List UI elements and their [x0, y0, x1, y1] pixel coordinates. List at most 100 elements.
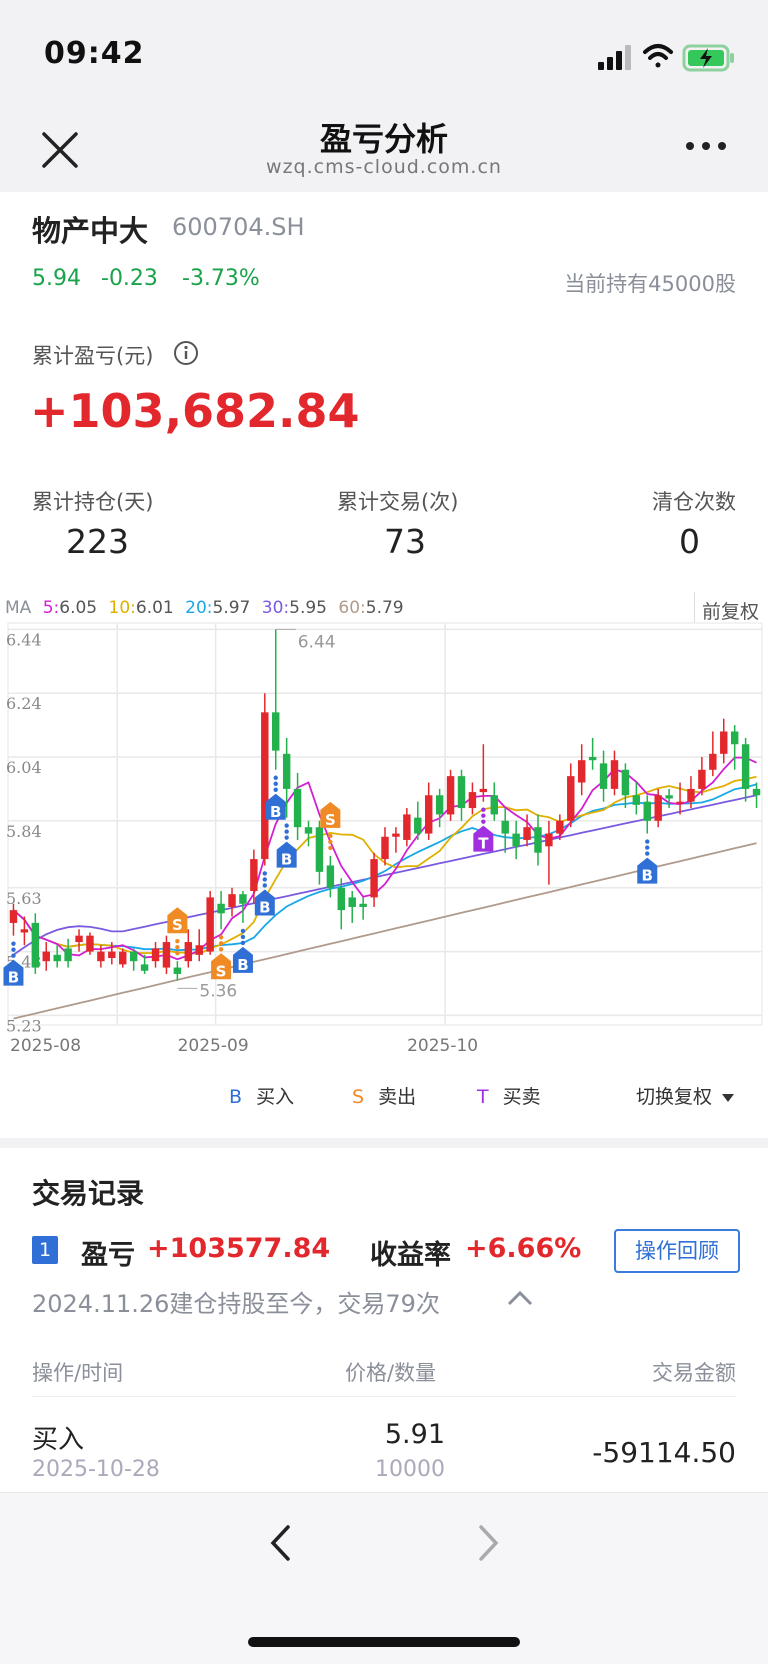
candle-body [206, 897, 214, 952]
cellular-signal-icon [598, 45, 631, 70]
candle-body [293, 788, 302, 828]
more-icon[interactable] [684, 136, 728, 156]
stat-value-clears: 0 [679, 522, 700, 561]
candle-body [97, 951, 105, 962]
marker-dot [262, 883, 267, 888]
adjust-divider [694, 592, 695, 624]
marker-dot [240, 940, 246, 946]
candle-body [577, 760, 586, 783]
ma-prefix: MA [5, 598, 32, 618]
candle-body [151, 948, 160, 962]
marker-dot [284, 829, 289, 834]
candle-body [468, 792, 477, 809]
candle-body [282, 753, 291, 789]
candle-body [370, 859, 378, 898]
candle-body [337, 887, 346, 911]
nav-bar [0, 100, 768, 192]
candle-body [381, 836, 389, 860]
adjust-toggle[interactable]: 前复权 [702, 601, 760, 623]
candle-body [119, 951, 127, 965]
ma20-value: 5.97 [212, 598, 251, 618]
candle-body [414, 817, 422, 834]
candle-body [479, 788, 488, 793]
candle-body [698, 769, 706, 789]
home-indicator [248, 1637, 520, 1647]
trade-marker-label: T [478, 835, 489, 853]
row-qty: 10000 [375, 1457, 445, 1482]
marker-dot [328, 833, 333, 839]
trade-marker-label: B [270, 803, 281, 821]
candle-body [545, 833, 553, 847]
marker-dot [284, 823, 289, 828]
ma10-label: 10: [108, 598, 136, 618]
stat-value-trades: 73 [384, 522, 426, 561]
candle-body [632, 795, 641, 805]
record-pnl-value: +103577.84 [147, 1233, 331, 1264]
trade-marker-b [254, 889, 275, 916]
marker-dot [218, 941, 224, 946]
marker-dot [328, 845, 333, 851]
ma60-label: 60: [338, 598, 366, 618]
ma30-line [12, 794, 757, 956]
candle-body [348, 897, 356, 907]
candle-body [654, 795, 662, 821]
legend-trade-label: 买卖 [502, 1086, 541, 1108]
candle-body [534, 827, 542, 853]
candle-body [599, 763, 608, 789]
back-arrow-icon[interactable] [268, 1524, 294, 1562]
ma5-label: 5: [42, 598, 60, 618]
legend-buy-letter: B [229, 1086, 243, 1108]
stock-price: 5.94 [32, 266, 81, 291]
candle-body [720, 731, 728, 754]
trade-marker-label: S [216, 962, 227, 980]
review-button[interactable]: 操作回顾 [614, 1229, 740, 1273]
y-tick-label: 6.24 [6, 694, 42, 713]
candle-body [42, 951, 50, 962]
forward-arrow-icon[interactable] [475, 1524, 501, 1562]
stat-label-trades: 累计交易(次) [337, 490, 459, 514]
record-index-badge: 1 [32, 1236, 58, 1264]
candle-body [20, 929, 29, 933]
pnl-value: +103,682.84 [30, 384, 360, 438]
row-date: 2025-10-28 [32, 1457, 160, 1482]
trade-marker-label: B [237, 956, 248, 974]
candle-body [162, 942, 171, 968]
marker-dot [481, 819, 486, 824]
candle-body [359, 903, 367, 907]
y-tick-label: 5.23 [6, 1016, 42, 1035]
row-price: 5.91 [384, 1419, 445, 1450]
low-label: 5.36 [199, 981, 237, 1001]
stock-name: 物产中大 [32, 214, 149, 248]
candle-body [173, 967, 182, 974]
candle-body [195, 945, 203, 955]
candle-body [261, 712, 269, 860]
candle-body [64, 948, 72, 962]
chevron-up-icon[interactable] [506, 1288, 534, 1308]
legend-buy-label: 买入 [256, 1086, 295, 1108]
candle-body [512, 833, 520, 847]
x-tick-label: 2025-08 [10, 1036, 81, 1056]
marker-dot [273, 781, 278, 786]
switch-adjust-label: 切换复权 [636, 1086, 713, 1108]
stock-change: -0.23 [101, 266, 158, 291]
marker-dot [218, 947, 224, 952]
marker-dot [11, 941, 16, 946]
marker-dot [218, 935, 224, 940]
switch-adjust-button[interactable]: 切换复权 [636, 1082, 735, 1109]
records-title: 交易记录 [32, 1177, 145, 1210]
candle-body [709, 753, 717, 770]
trade-marker-s [320, 801, 341, 828]
y-tick-label: 6.44 [6, 630, 42, 649]
status-time: 09:42 [44, 36, 145, 71]
ma60-value: 5.79 [365, 598, 404, 618]
close-icon[interactable] [38, 128, 82, 172]
trade-marker-b [265, 793, 286, 820]
ma60-line [13, 842, 757, 1020]
x-tick-label: 2025-10 [407, 1036, 478, 1056]
ma30-value: 5.95 [289, 598, 327, 618]
record-rate-value: +6.66% [465, 1233, 582, 1264]
marker-dot [11, 947, 16, 952]
info-icon[interactable] [173, 340, 199, 366]
candle-body [75, 935, 83, 943]
